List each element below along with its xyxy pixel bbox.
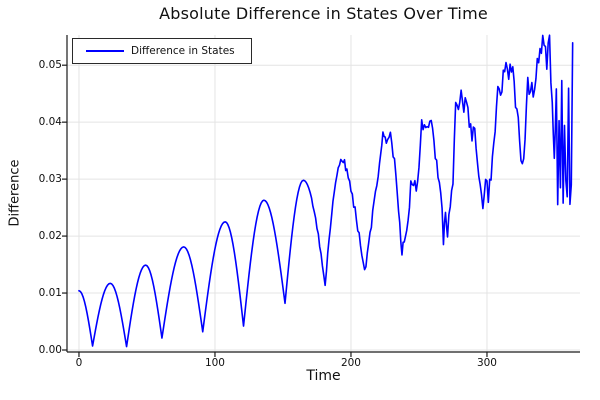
x-axis-title: Time	[306, 368, 341, 384]
x-tick-label: 300	[476, 357, 497, 369]
y-tick-label: 0.04	[38, 116, 62, 129]
legend: Difference in States	[72, 38, 252, 64]
x-tick-label: 0	[75, 357, 83, 369]
y-tick-label: 0.02	[38, 230, 62, 243]
y-tick-label: 0.03	[38, 173, 62, 186]
y-tick-label: 0.01	[38, 287, 62, 300]
x-tick-label: 100	[204, 357, 225, 369]
chart-title: Absolute Difference in States Over Time	[159, 4, 488, 23]
x-tick-label: 200	[340, 357, 361, 369]
difference-line-series	[78, 34, 574, 348]
legend-label: Difference in States	[131, 45, 235, 57]
legend-line-sample	[86, 50, 124, 52]
y-tick-label: 0.00	[38, 344, 62, 356]
y-tick-label: 0.05	[38, 59, 62, 72]
